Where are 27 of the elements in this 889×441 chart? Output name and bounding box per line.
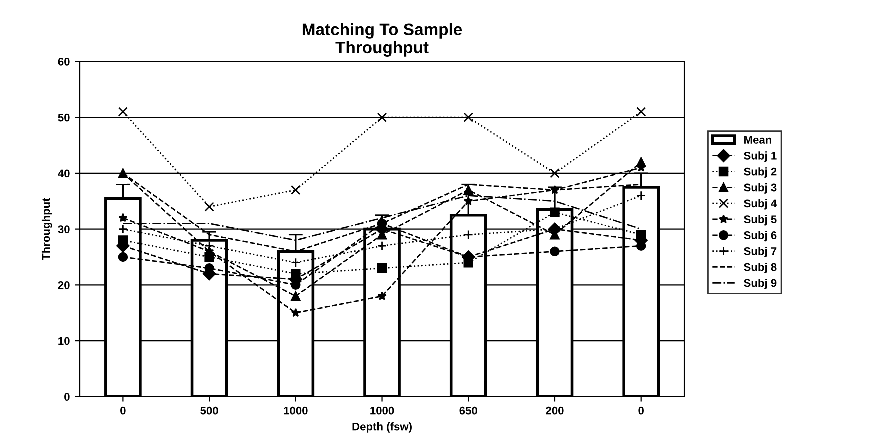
x-tick-label: 650 bbox=[460, 406, 478, 415]
x-axis-title: Depth (fsw) bbox=[352, 422, 412, 433]
y-axis-title: Throughput bbox=[42, 198, 52, 260]
legend-label: Subj 4 bbox=[744, 199, 778, 210]
y-tick-label: 10 bbox=[58, 337, 70, 346]
y-tick-label: 40 bbox=[58, 170, 70, 178]
x-tick-label: 1000 bbox=[284, 406, 308, 415]
chart-title: Matching To Sample Throughput bbox=[302, 23, 462, 57]
legend-label: Subj 3 bbox=[744, 184, 777, 194]
legend-label: Subj 7 bbox=[744, 247, 777, 258]
y-tick-label: 30 bbox=[58, 226, 70, 234]
x-tick-label: 200 bbox=[546, 406, 564, 415]
x-tick-label: 0 bbox=[120, 406, 126, 415]
legend-label: Subj 6 bbox=[744, 231, 777, 242]
x-tick-label: 500 bbox=[200, 406, 218, 415]
legend-label: Subj 1 bbox=[744, 152, 777, 162]
y-tick-label: 50 bbox=[58, 114, 70, 122]
y-tick-label: 60 bbox=[58, 58, 70, 66]
legend-label: Subj 9 bbox=[744, 278, 777, 290]
legend-label: Subj 8 bbox=[744, 263, 777, 274]
legend-label: Mean bbox=[744, 136, 772, 144]
x-tick-label: 0 bbox=[638, 406, 644, 415]
x-tick-label: 1000 bbox=[370, 406, 394, 415]
legend-label: Subj 2 bbox=[744, 168, 777, 178]
y-tick-label: 20 bbox=[58, 281, 70, 290]
y-tick-label: 0 bbox=[64, 393, 70, 402]
legend-label: Subj 5 bbox=[744, 215, 777, 226]
